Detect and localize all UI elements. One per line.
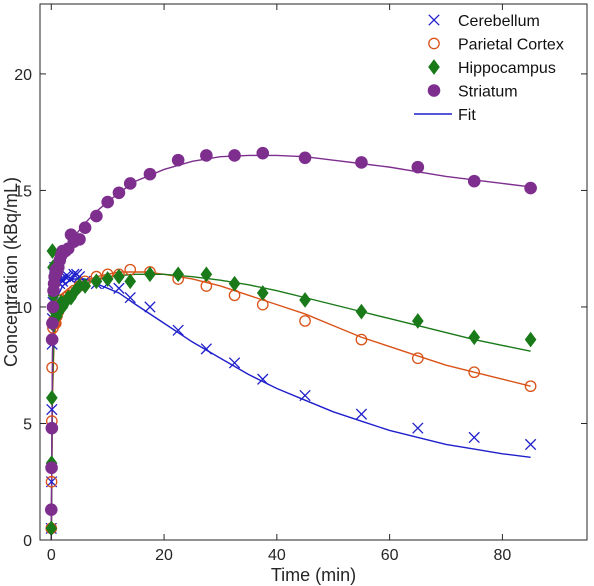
data-point-striatum [298,151,312,165]
data-point-cerebellum [46,403,58,416]
legend: Cerebellum Parietal Cortex Hippocampus Stri… [414,13,564,124]
data-point-hippocampus [79,278,91,294]
data-point-striatum [46,316,59,330]
x-tick-label: 40 [268,547,286,564]
data-point-parietal-cortex [299,315,311,327]
data-point-striatum [78,221,92,235]
data-point-hippocampus [90,273,103,290]
legend-label-fit: Fit [458,107,476,124]
data-point-striatum [123,177,137,190]
y-tick-label: 5 [23,416,32,433]
data-point-striatum [467,174,481,188]
data-point-striatum [524,181,537,195]
x-axis-label: Time (min) [271,565,356,585]
y-axis-label: Concentration (kBq/mL) [1,177,21,367]
data-point-cerebellum [257,373,269,385]
y-tick-label: 20 [14,67,32,84]
legend-label-cerebellum: Cerebellum [458,13,540,30]
data-point-hippocampus [228,275,241,292]
data-point-striatum [200,149,213,162]
data-markers [44,146,537,537]
data-point-cerebellum [113,282,125,294]
x-tick-label: 0 [47,547,56,564]
legend-entry-parietal-cortex: Parietal Cortex [428,37,564,54]
x-tick-label: 60 [381,547,399,564]
data-point-cerebellum [200,343,213,355]
data-point-striatum [90,209,103,223]
data-point-striatum [73,233,86,246]
legend-marker-cerebellum [428,14,440,26]
data-point-hippocampus [412,313,424,329]
data-point-striatum [256,146,270,160]
data-point-hippocampus [46,390,58,406]
data-point-striatum [355,156,368,169]
data-point-striatum [45,421,59,435]
data-point-hippocampus [355,303,368,320]
data-point-hippocampus [468,329,481,346]
data-point-striatum [171,153,185,167]
y-tick-label: 10 [14,300,32,317]
legend-label-hippocampus: Hippocampus [458,60,556,77]
data-point-hippocampus [113,268,125,285]
data-point-striatum [112,186,126,200]
data-point-cerebellum [73,271,86,283]
data-point-hippocampus [299,292,311,308]
axis-ticks: 0 20 40 60 80 0 5 10 15 20 [14,4,587,564]
data-point-hippocampus [524,331,537,348]
data-point-cerebellum [172,324,184,336]
data-point-striatum [45,333,59,346]
data-point-striatum [228,149,241,162]
data-point-cerebellum [124,291,136,304]
y-tick-label: 0 [23,533,32,550]
data-point-striatum [411,160,425,174]
data-point-hippocampus [124,273,137,290]
data-point-hippocampus [101,271,114,287]
y-tick-label: 15 [14,183,32,200]
data-point-cerebellum [228,357,241,369]
legend-label-parietal-cortex: Parietal Cortex [458,37,564,54]
data-point-parietal-cortex [45,475,58,488]
x-tick-label: 80 [494,547,512,564]
data-point-striatum [101,195,114,209]
data-point-parietal-cortex [46,361,58,374]
legend-entry-hippocampus: Hippocampus [428,59,556,77]
data-point-cerebellum [412,422,424,434]
x-tick-label: 20 [155,547,173,564]
legend-label-striatum: Striatum [458,84,518,101]
data-point-striatum [45,461,58,475]
data-point-striatum [46,300,60,314]
data-point-parietal-cortex [411,352,424,365]
legend-marker-parietal-cortex [428,37,440,50]
data-point-hippocampus [172,266,184,283]
data-point-striatum [44,503,58,517]
data-point-cerebellum [355,408,368,420]
data-point-cerebellum [299,389,311,402]
data-point-striatum [143,167,157,181]
data-point-parietal-cortex [524,380,537,393]
legend-entry-striatum: Striatum [427,84,518,101]
data-point-parietal-cortex [468,366,481,379]
data-point-cerebellum [524,438,537,451]
data-point-cerebellum [144,301,156,313]
data-point-hippocampus [200,266,213,283]
data-point-cerebellum [468,431,480,444]
plot-area-frame [39,3,588,541]
legend-marker-striatum [427,84,441,97]
data-point-hippocampus [144,266,156,283]
data-point-hippocampus [256,285,269,301]
data-point-parietal-cortex [355,333,368,346]
data-point-cerebellum [68,268,80,280]
legend-entry-cerebellum: Cerebellum [428,13,540,30]
legend-entry-fit: Fit [414,107,476,124]
legend-marker-hippocampus [428,59,440,75]
data-point-hippocampus [46,243,59,259]
